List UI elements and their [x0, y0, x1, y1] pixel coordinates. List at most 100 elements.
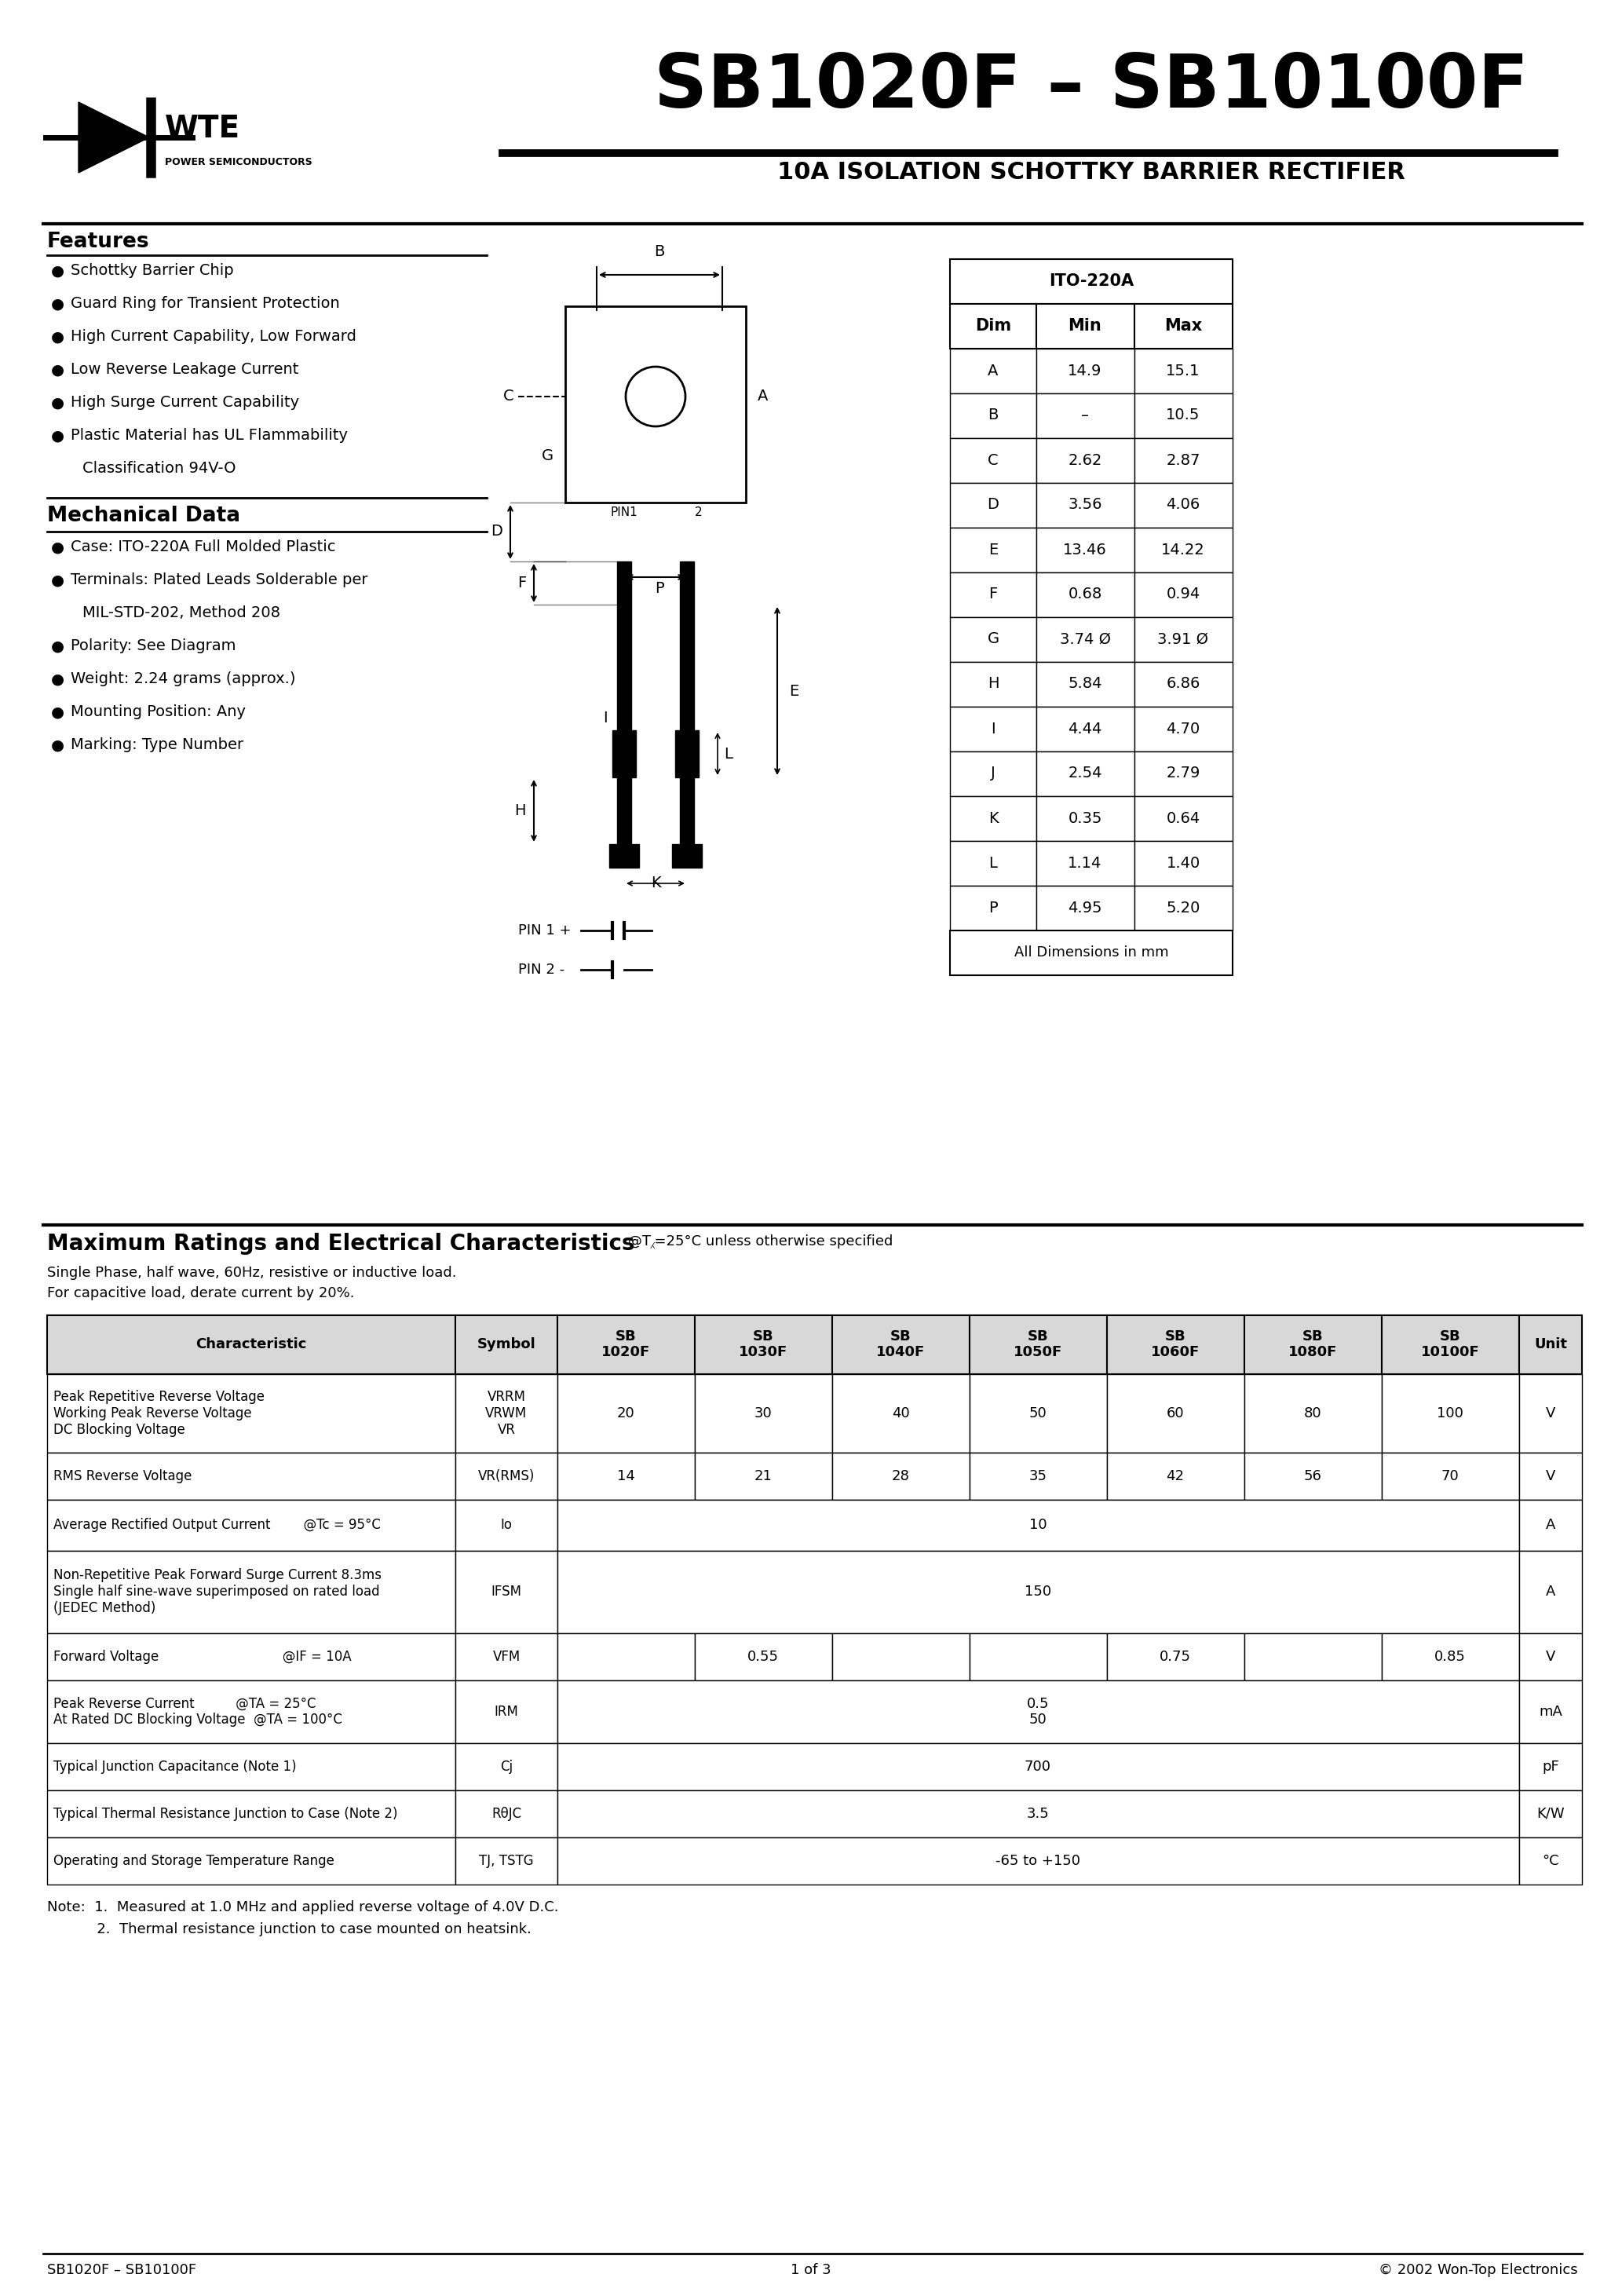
Bar	[616, 563, 631, 778]
Text: 10: 10	[1028, 1518, 1046, 1531]
Text: Mounting Position: Any: Mounting Position: Any	[71, 705, 247, 719]
Text: SB
1020F: SB 1020F	[602, 1329, 650, 1359]
Text: ●: ●	[50, 363, 65, 377]
Text: RMS Reverse Voltage: RMS Reverse Voltage	[54, 1469, 191, 1483]
Text: P: P	[655, 581, 663, 597]
Text: H: H	[988, 677, 999, 691]
Text: V: V	[1546, 1407, 1555, 1421]
Text: L: L	[989, 856, 998, 870]
Text: 10.5: 10.5	[1166, 409, 1200, 422]
Text: For capacitive load, derate current by 20%.: For capacitive load, derate current by 2…	[47, 1286, 355, 1300]
Text: 30: 30	[754, 1407, 772, 1421]
Text: Operating and Storage Temperature Range: Operating and Storage Temperature Range	[54, 1853, 334, 1869]
Text: 3.56: 3.56	[1067, 498, 1101, 512]
Text: 0.5
50: 0.5 50	[1027, 1697, 1049, 1727]
Text: 50: 50	[1028, 1407, 1046, 1421]
Text: B: B	[654, 243, 665, 259]
Text: ●: ●	[50, 572, 65, 588]
Text: SB1020F – SB10100F: SB1020F – SB10100F	[654, 51, 1528, 124]
Text: SB
1030F: SB 1030F	[738, 1329, 788, 1359]
Text: Peak Reverse Current          @TA = 25°C
At Rated DC Blocking Voltage  @TA = 100: Peak Reverse Current @TA = 25°C At Rated…	[54, 1697, 342, 1727]
Text: I: I	[991, 721, 996, 737]
Text: ●: ●	[50, 670, 65, 687]
Text: @T⁁=25°C unless otherwise specified: @T⁁=25°C unless otherwise specified	[628, 1235, 894, 1249]
Text: D: D	[491, 523, 503, 540]
Text: ●: ●	[50, 328, 65, 344]
Text: VR(RMS): VR(RMS)	[478, 1469, 535, 1483]
Text: Non-Repetitive Peak Forward Surge Current 8.3ms
Single half sine-wave superimpos: Non-Repetitive Peak Forward Surge Curren…	[54, 1568, 381, 1614]
Text: 70: 70	[1440, 1469, 1460, 1483]
Bar	[680, 778, 694, 845]
Text: High Surge Current Capability: High Surge Current Capability	[71, 395, 298, 411]
Text: SB1020F – SB10100F: SB1020F – SB10100F	[47, 2264, 196, 2278]
Text: V: V	[1546, 1651, 1555, 1665]
Text: °C: °C	[1543, 1853, 1559, 1869]
Text: Symbol: Symbol	[477, 1336, 535, 1352]
Text: IRM: IRM	[495, 1704, 519, 1720]
Text: Cj: Cj	[500, 1759, 513, 1775]
Text: ●: ●	[50, 638, 65, 654]
Text: IFSM: IFSM	[491, 1584, 522, 1598]
Text: Guard Ring for Transient Protection: Guard Ring for Transient Protection	[71, 296, 339, 310]
Text: F: F	[989, 588, 998, 602]
Text: K/W: K/W	[1536, 1807, 1565, 1821]
Text: 35: 35	[1028, 1469, 1046, 1483]
Text: Typical Junction Capacitance (Note 1): Typical Junction Capacitance (Note 1)	[54, 1759, 297, 1775]
Text: F: F	[517, 576, 526, 590]
Text: MIL-STD-202, Method 208: MIL-STD-202, Method 208	[83, 606, 281, 620]
Text: ●: ●	[50, 705, 65, 719]
Text: 1.40: 1.40	[1166, 856, 1200, 870]
Text: E: E	[788, 684, 798, 698]
Text: ●: ●	[50, 395, 65, 411]
Text: 14: 14	[616, 1469, 634, 1483]
Text: G: G	[988, 631, 999, 647]
Text: VRRM
VRWM
VR: VRRM VRWM VR	[485, 1389, 527, 1437]
Text: Characteristic: Characteristic	[196, 1336, 307, 1352]
Text: © 2002 Won-Top Electronics: © 2002 Won-Top Electronics	[1379, 2264, 1578, 2278]
Text: 14.22: 14.22	[1161, 542, 1205, 558]
Text: 5.84: 5.84	[1067, 677, 1101, 691]
Text: D: D	[988, 498, 999, 512]
Text: 0.68: 0.68	[1067, 588, 1101, 602]
Text: TJ, TSTG: TJ, TSTG	[478, 1853, 534, 1869]
Bar	[564, 305, 746, 503]
Text: mA: mA	[1539, 1704, 1562, 1720]
Text: A: A	[988, 363, 999, 379]
Text: 40: 40	[892, 1407, 910, 1421]
Text: 56: 56	[1304, 1469, 1322, 1483]
Text: 0.94: 0.94	[1166, 588, 1200, 602]
Text: VFM: VFM	[493, 1651, 521, 1665]
Text: 4.95: 4.95	[1067, 900, 1101, 916]
Text: 0.75: 0.75	[1160, 1651, 1191, 1665]
Text: 6.86: 6.86	[1166, 677, 1200, 691]
Text: Weight: 2.24 grams (approx.): Weight: 2.24 grams (approx.)	[71, 670, 295, 687]
Text: 28: 28	[892, 1469, 910, 1483]
Text: PIN 1 +: PIN 1 +	[517, 923, 571, 937]
Text: Average Rectified Output Current        @Tc = 95°C: Average Rectified Output Current @Tc = 9…	[54, 1518, 381, 1531]
Text: C: C	[988, 452, 999, 468]
Text: Forward Voltage                              @IF = 10A: Forward Voltage @IF = 10A	[54, 1651, 352, 1665]
Text: K: K	[650, 875, 660, 891]
Text: POWER SEMICONDUCTORS: POWER SEMICONDUCTORS	[165, 156, 313, 168]
Text: ITO-220A: ITO-220A	[1049, 273, 1134, 289]
Text: ●: ●	[50, 296, 65, 310]
Text: RθJC: RθJC	[491, 1807, 521, 1821]
Bar	[616, 778, 631, 845]
Text: A: A	[1546, 1518, 1555, 1531]
Text: 0.64: 0.64	[1166, 810, 1200, 827]
Text: A: A	[757, 388, 769, 404]
Text: Typical Thermal Resistance Junction to Case (Note 2): Typical Thermal Resistance Junction to C…	[54, 1807, 397, 1821]
Text: Terminals: Plated Leads Solderable per: Terminals: Plated Leads Solderable per	[71, 572, 368, 588]
Text: C: C	[503, 388, 514, 404]
Text: SB
1080F: SB 1080F	[1288, 1329, 1337, 1359]
Text: Features: Features	[47, 232, 149, 253]
Text: 0.85: 0.85	[1434, 1651, 1466, 1665]
Text: PIN1: PIN1	[610, 507, 637, 519]
Text: A: A	[1546, 1584, 1555, 1598]
Text: 1 of 3: 1 of 3	[792, 2264, 830, 2278]
Text: 2: 2	[694, 507, 702, 519]
Text: SB
1040F: SB 1040F	[876, 1329, 925, 1359]
Text: Schottky Barrier Chip: Schottky Barrier Chip	[71, 264, 234, 278]
Text: PIN 2 -: PIN 2 -	[517, 962, 564, 976]
Bar	[680, 563, 694, 778]
